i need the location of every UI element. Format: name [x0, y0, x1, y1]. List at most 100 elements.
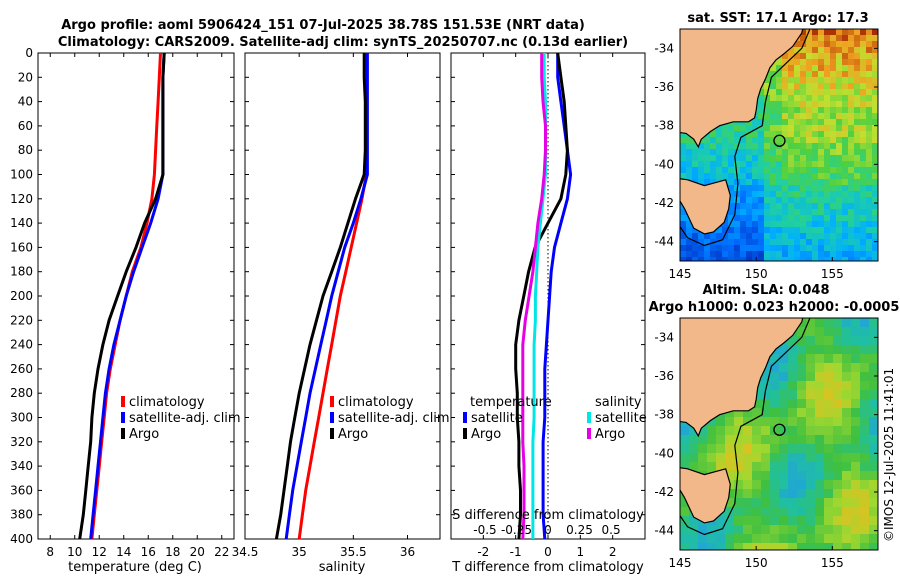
map-cell: [692, 149, 699, 156]
map-cell: [824, 390, 834, 400]
map-cell: [752, 131, 759, 138]
map-cell: [686, 251, 693, 258]
map-cell: [794, 113, 801, 120]
map-cell: [704, 155, 711, 162]
map-cell: [698, 534, 708, 544]
map-cell: [752, 155, 759, 162]
map-cell: [866, 149, 873, 156]
y-tick-label: 280: [10, 386, 33, 400]
map-cell: [686, 257, 693, 261]
map-cell: [770, 480, 780, 490]
map-cell: [680, 426, 690, 436]
map-cell: [722, 245, 729, 252]
map-cell: [716, 435, 726, 445]
map-cell: [866, 185, 873, 192]
map-cell: [812, 197, 819, 204]
map-cell: [725, 408, 735, 418]
map-cell: [788, 83, 795, 90]
map-cell: [872, 209, 878, 216]
map-cell: [800, 245, 807, 252]
map-cell: [710, 179, 717, 186]
map-cell: [842, 107, 849, 114]
map-cell: [818, 167, 825, 174]
map-cell: [854, 149, 861, 156]
map-cell: [743, 525, 753, 535]
map-cell: [752, 471, 762, 481]
y-tick-label: 40: [18, 95, 33, 109]
map-cell: [806, 59, 813, 66]
map-cell: [725, 426, 735, 436]
map-cell: [806, 525, 816, 535]
map-cell: [842, 113, 849, 120]
map-cell: [710, 143, 717, 150]
map-cell: [800, 131, 807, 138]
map-cell: [836, 203, 843, 210]
y-tick-label: 60: [18, 119, 33, 133]
map-cell: [830, 197, 837, 204]
map-cell: [824, 435, 834, 445]
map-cell: [818, 221, 825, 228]
map-cell: [752, 399, 762, 409]
x-tick-label: 8: [46, 545, 54, 559]
map-cell: [860, 203, 867, 210]
map-cell: [800, 101, 807, 108]
map-cell: [770, 372, 780, 382]
map-cell: [806, 113, 813, 120]
map-cell: [800, 221, 807, 228]
map-cell: [836, 239, 843, 246]
map-cell: [872, 119, 878, 126]
map-cell: [872, 131, 878, 138]
map-cell: [698, 251, 705, 258]
map-cell: [812, 107, 819, 114]
map-cell: [851, 408, 861, 418]
lat-tick-label: -40: [654, 446, 674, 460]
map-cell: [833, 507, 843, 517]
map-cell: [854, 143, 861, 150]
map-cell: [800, 227, 807, 234]
map-cell: [872, 41, 878, 48]
map-cell: [794, 65, 801, 72]
map-cell: [734, 480, 744, 490]
map-cell: [794, 161, 801, 168]
map-cell: [854, 89, 861, 96]
map-cell: [704, 257, 711, 261]
map-cell: [725, 498, 735, 508]
map-cell: [836, 191, 843, 198]
map-cell: [824, 462, 834, 472]
map-cell: [830, 71, 837, 78]
map-cell: [830, 89, 837, 96]
map-cell: [758, 95, 765, 102]
map-cell: [848, 131, 855, 138]
map-cell: [734, 239, 741, 246]
map-cell: [740, 245, 747, 252]
map-cell: [743, 435, 753, 445]
figure-title-line2: Climatology: CARS2009. Satellite-adj cli…: [58, 35, 628, 50]
map-cell: [734, 444, 744, 454]
map-cell: [815, 480, 825, 490]
map-cell: [818, 245, 825, 252]
map-cell: [866, 137, 873, 144]
map-cell: [824, 480, 834, 490]
map-cell: [788, 363, 798, 373]
map-cell: [806, 83, 813, 90]
map-cell: [806, 245, 813, 252]
map-cell: [752, 227, 759, 234]
map-cell: [833, 516, 843, 526]
map-cell: [824, 89, 831, 96]
map-cell: [830, 155, 837, 162]
map-cell: [797, 480, 807, 490]
map-cell: [824, 77, 831, 84]
map-cell: [848, 77, 855, 84]
map-cell: [770, 525, 780, 535]
map-cell: [872, 143, 878, 150]
figure-title-line1: Argo profile: aoml 5906424_151 07-Jul-20…: [61, 18, 585, 33]
map-cell: [860, 480, 870, 490]
map-cell: [860, 29, 867, 36]
map-cell: [716, 125, 723, 132]
map-cell: [776, 131, 783, 138]
map-cell: [869, 345, 878, 355]
map-cell: [824, 65, 831, 72]
map-cell: [824, 327, 834, 337]
y-tick-label: 240: [10, 338, 33, 352]
map-cell: [746, 185, 753, 192]
